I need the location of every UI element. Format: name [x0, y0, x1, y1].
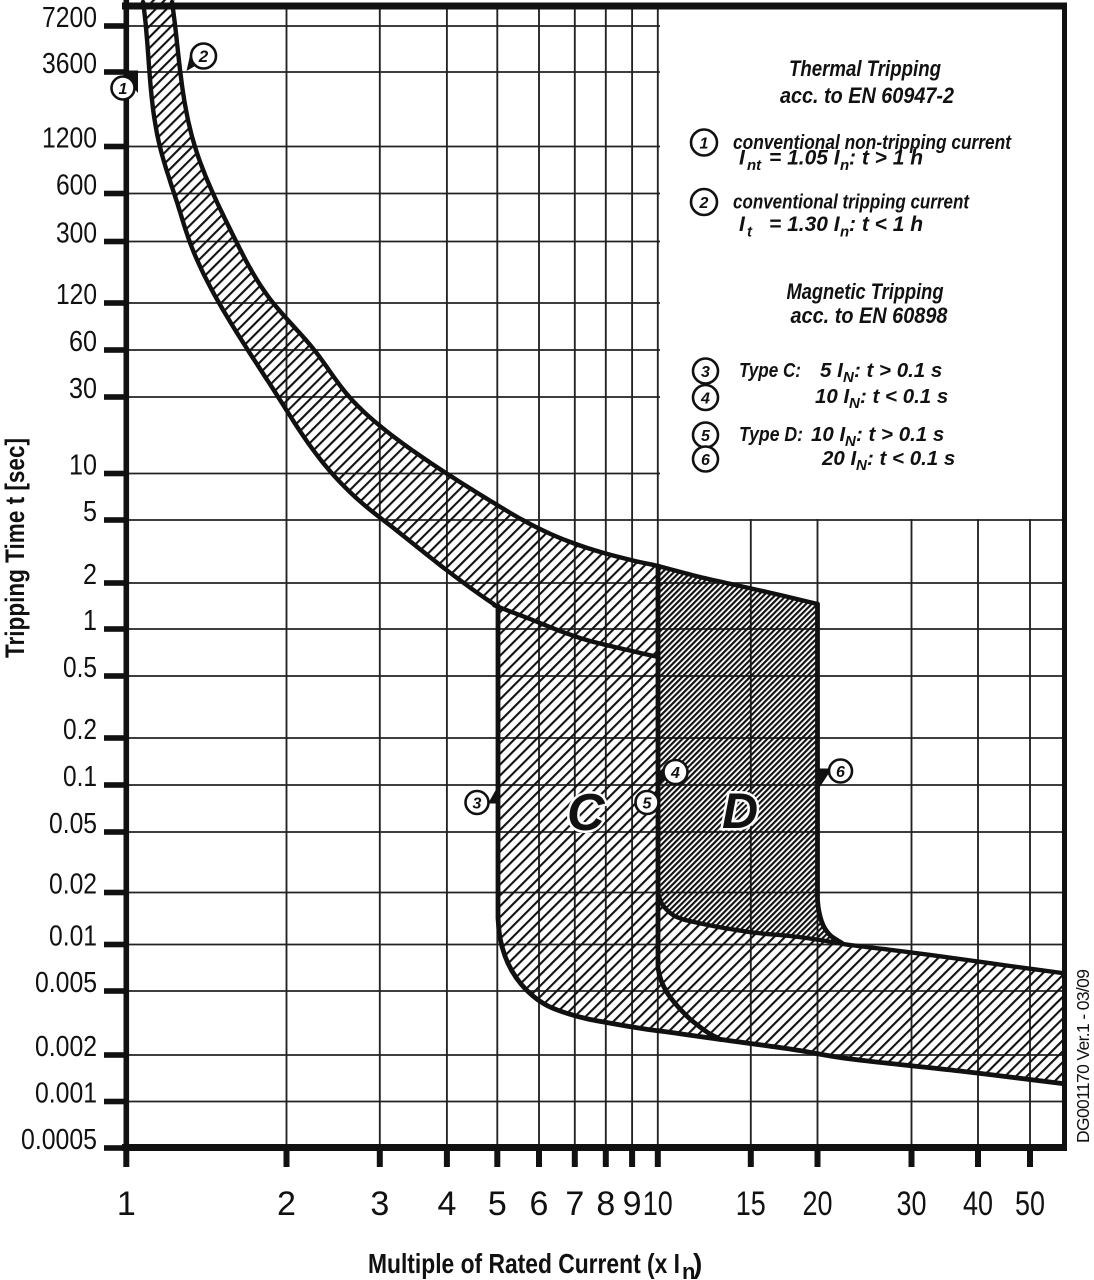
- svg-text:Type D:: Type D:: [739, 423, 803, 446]
- svg-text:9: 9: [623, 1185, 642, 1223]
- svg-text:0.002: 0.002: [35, 1031, 97, 1063]
- svg-text:8: 8: [596, 1185, 615, 1223]
- svg-text:N: N: [849, 395, 861, 412]
- svg-text:: t > 1 h: : t > 1 h: [849, 147, 923, 170]
- svg-text:3: 3: [370, 1185, 389, 1223]
- svg-text:0.0005: 0.0005: [21, 1124, 97, 1156]
- svg-text:Thermal Tripping: Thermal Tripping: [789, 56, 941, 81]
- svg-text:): ): [693, 1248, 702, 1279]
- svg-text:0.1: 0.1: [63, 761, 97, 793]
- svg-text:4: 4: [670, 765, 680, 782]
- svg-text:: t > 0.1 s: : t > 0.1 s: [856, 423, 944, 446]
- svg-text:: t > 0.1 s: : t > 0.1 s: [854, 359, 942, 382]
- svg-text:2: 2: [277, 1185, 296, 1223]
- svg-text:1: 1: [83, 605, 97, 637]
- svg-text:0.5: 0.5: [63, 652, 97, 684]
- svg-text:t: t: [747, 224, 753, 241]
- svg-text:6: 6: [836, 764, 845, 781]
- svg-text:= 1.30 I: = 1.30 I: [769, 213, 841, 236]
- svg-text:20 I: 20 I: [821, 447, 857, 470]
- svg-text:1200: 1200: [42, 123, 97, 155]
- svg-text:Multiple of Rated Current (x I: Multiple of Rated Current (x I: [368, 1248, 680, 1279]
- svg-text:C: C: [567, 784, 606, 842]
- svg-text:Tripping Time t [sec]: Tripping Time t [sec]: [0, 438, 30, 658]
- svg-text:0.05: 0.05: [49, 808, 97, 840]
- svg-text:acc. to EN 60947-2: acc. to EN 60947-2: [780, 83, 955, 108]
- svg-text:120: 120: [56, 279, 97, 311]
- svg-text:: t < 0.1 s: : t < 0.1 s: [867, 447, 955, 470]
- svg-text:I: I: [739, 213, 746, 236]
- svg-text:600: 600: [56, 170, 97, 202]
- svg-text:50: 50: [1015, 1185, 1045, 1223]
- svg-text:10 I: 10 I: [811, 423, 846, 446]
- svg-text:n: n: [682, 1259, 695, 1280]
- svg-text:1: 1: [119, 81, 128, 98]
- svg-text:20: 20: [803, 1185, 833, 1223]
- svg-text:2: 2: [699, 195, 709, 212]
- svg-text:40: 40: [963, 1185, 993, 1223]
- svg-text:3: 3: [701, 364, 710, 381]
- svg-text:n: n: [840, 224, 849, 241]
- svg-text:DG001170 Ver.1 - 03/09: DG001170 Ver.1 - 03/09: [1073, 969, 1093, 1143]
- svg-text:10 I: 10 I: [815, 385, 850, 408]
- svg-text:N: N: [845, 433, 857, 450]
- svg-text:Magnetic Tripping: Magnetic Tripping: [787, 279, 944, 304]
- svg-text:10: 10: [643, 1185, 673, 1223]
- svg-text:300: 300: [56, 218, 97, 250]
- svg-text:30: 30: [69, 373, 97, 405]
- svg-text:N: N: [856, 457, 868, 474]
- svg-text:5: 5: [488, 1185, 507, 1223]
- svg-text:3600: 3600: [42, 48, 97, 80]
- svg-text:I: I: [739, 147, 746, 170]
- svg-text:0.02: 0.02: [49, 869, 97, 901]
- svg-text:n: n: [840, 157, 849, 174]
- svg-text:5: 5: [701, 428, 711, 445]
- svg-text:1: 1: [700, 135, 709, 152]
- svg-text:7200: 7200: [42, 2, 97, 34]
- svg-text:4: 4: [700, 390, 710, 407]
- svg-text:0.005: 0.005: [35, 967, 97, 999]
- svg-text:6: 6: [701, 452, 710, 469]
- svg-text:15: 15: [736, 1185, 766, 1223]
- svg-text:0.001: 0.001: [35, 1078, 97, 1110]
- svg-text:: t < 1 h: : t < 1 h: [849, 213, 923, 236]
- svg-text:conventional tripping current: conventional tripping current: [733, 191, 970, 214]
- svg-text:nt: nt: [747, 157, 762, 174]
- svg-text:0.01: 0.01: [49, 921, 97, 953]
- svg-text:D: D: [722, 783, 758, 839]
- svg-text:Type C:: Type C:: [739, 359, 801, 382]
- svg-text:5 I: 5 I: [820, 359, 844, 382]
- svg-text:4: 4: [437, 1185, 456, 1223]
- svg-text:5: 5: [83, 496, 97, 528]
- svg-text:1: 1: [117, 1185, 136, 1223]
- svg-text:conventional non-tripping curr: conventional non-tripping current: [733, 131, 1012, 154]
- svg-text:3: 3: [473, 795, 482, 812]
- svg-text:0.2: 0.2: [63, 714, 97, 746]
- svg-text:2: 2: [83, 559, 97, 591]
- svg-text:5: 5: [643, 795, 653, 812]
- svg-text:: t < 0.1 s: : t < 0.1 s: [860, 385, 948, 408]
- svg-text:= 1.05 I: = 1.05 I: [769, 147, 841, 170]
- svg-text:30: 30: [897, 1185, 927, 1223]
- svg-text:7: 7: [565, 1185, 584, 1223]
- svg-text:6: 6: [530, 1185, 549, 1223]
- svg-text:60: 60: [69, 326, 97, 358]
- svg-text:acc. to EN 60898: acc. to EN 60898: [791, 303, 949, 328]
- svg-text:2: 2: [198, 47, 209, 66]
- svg-text:10: 10: [69, 450, 97, 482]
- svg-text:N: N: [843, 369, 855, 386]
